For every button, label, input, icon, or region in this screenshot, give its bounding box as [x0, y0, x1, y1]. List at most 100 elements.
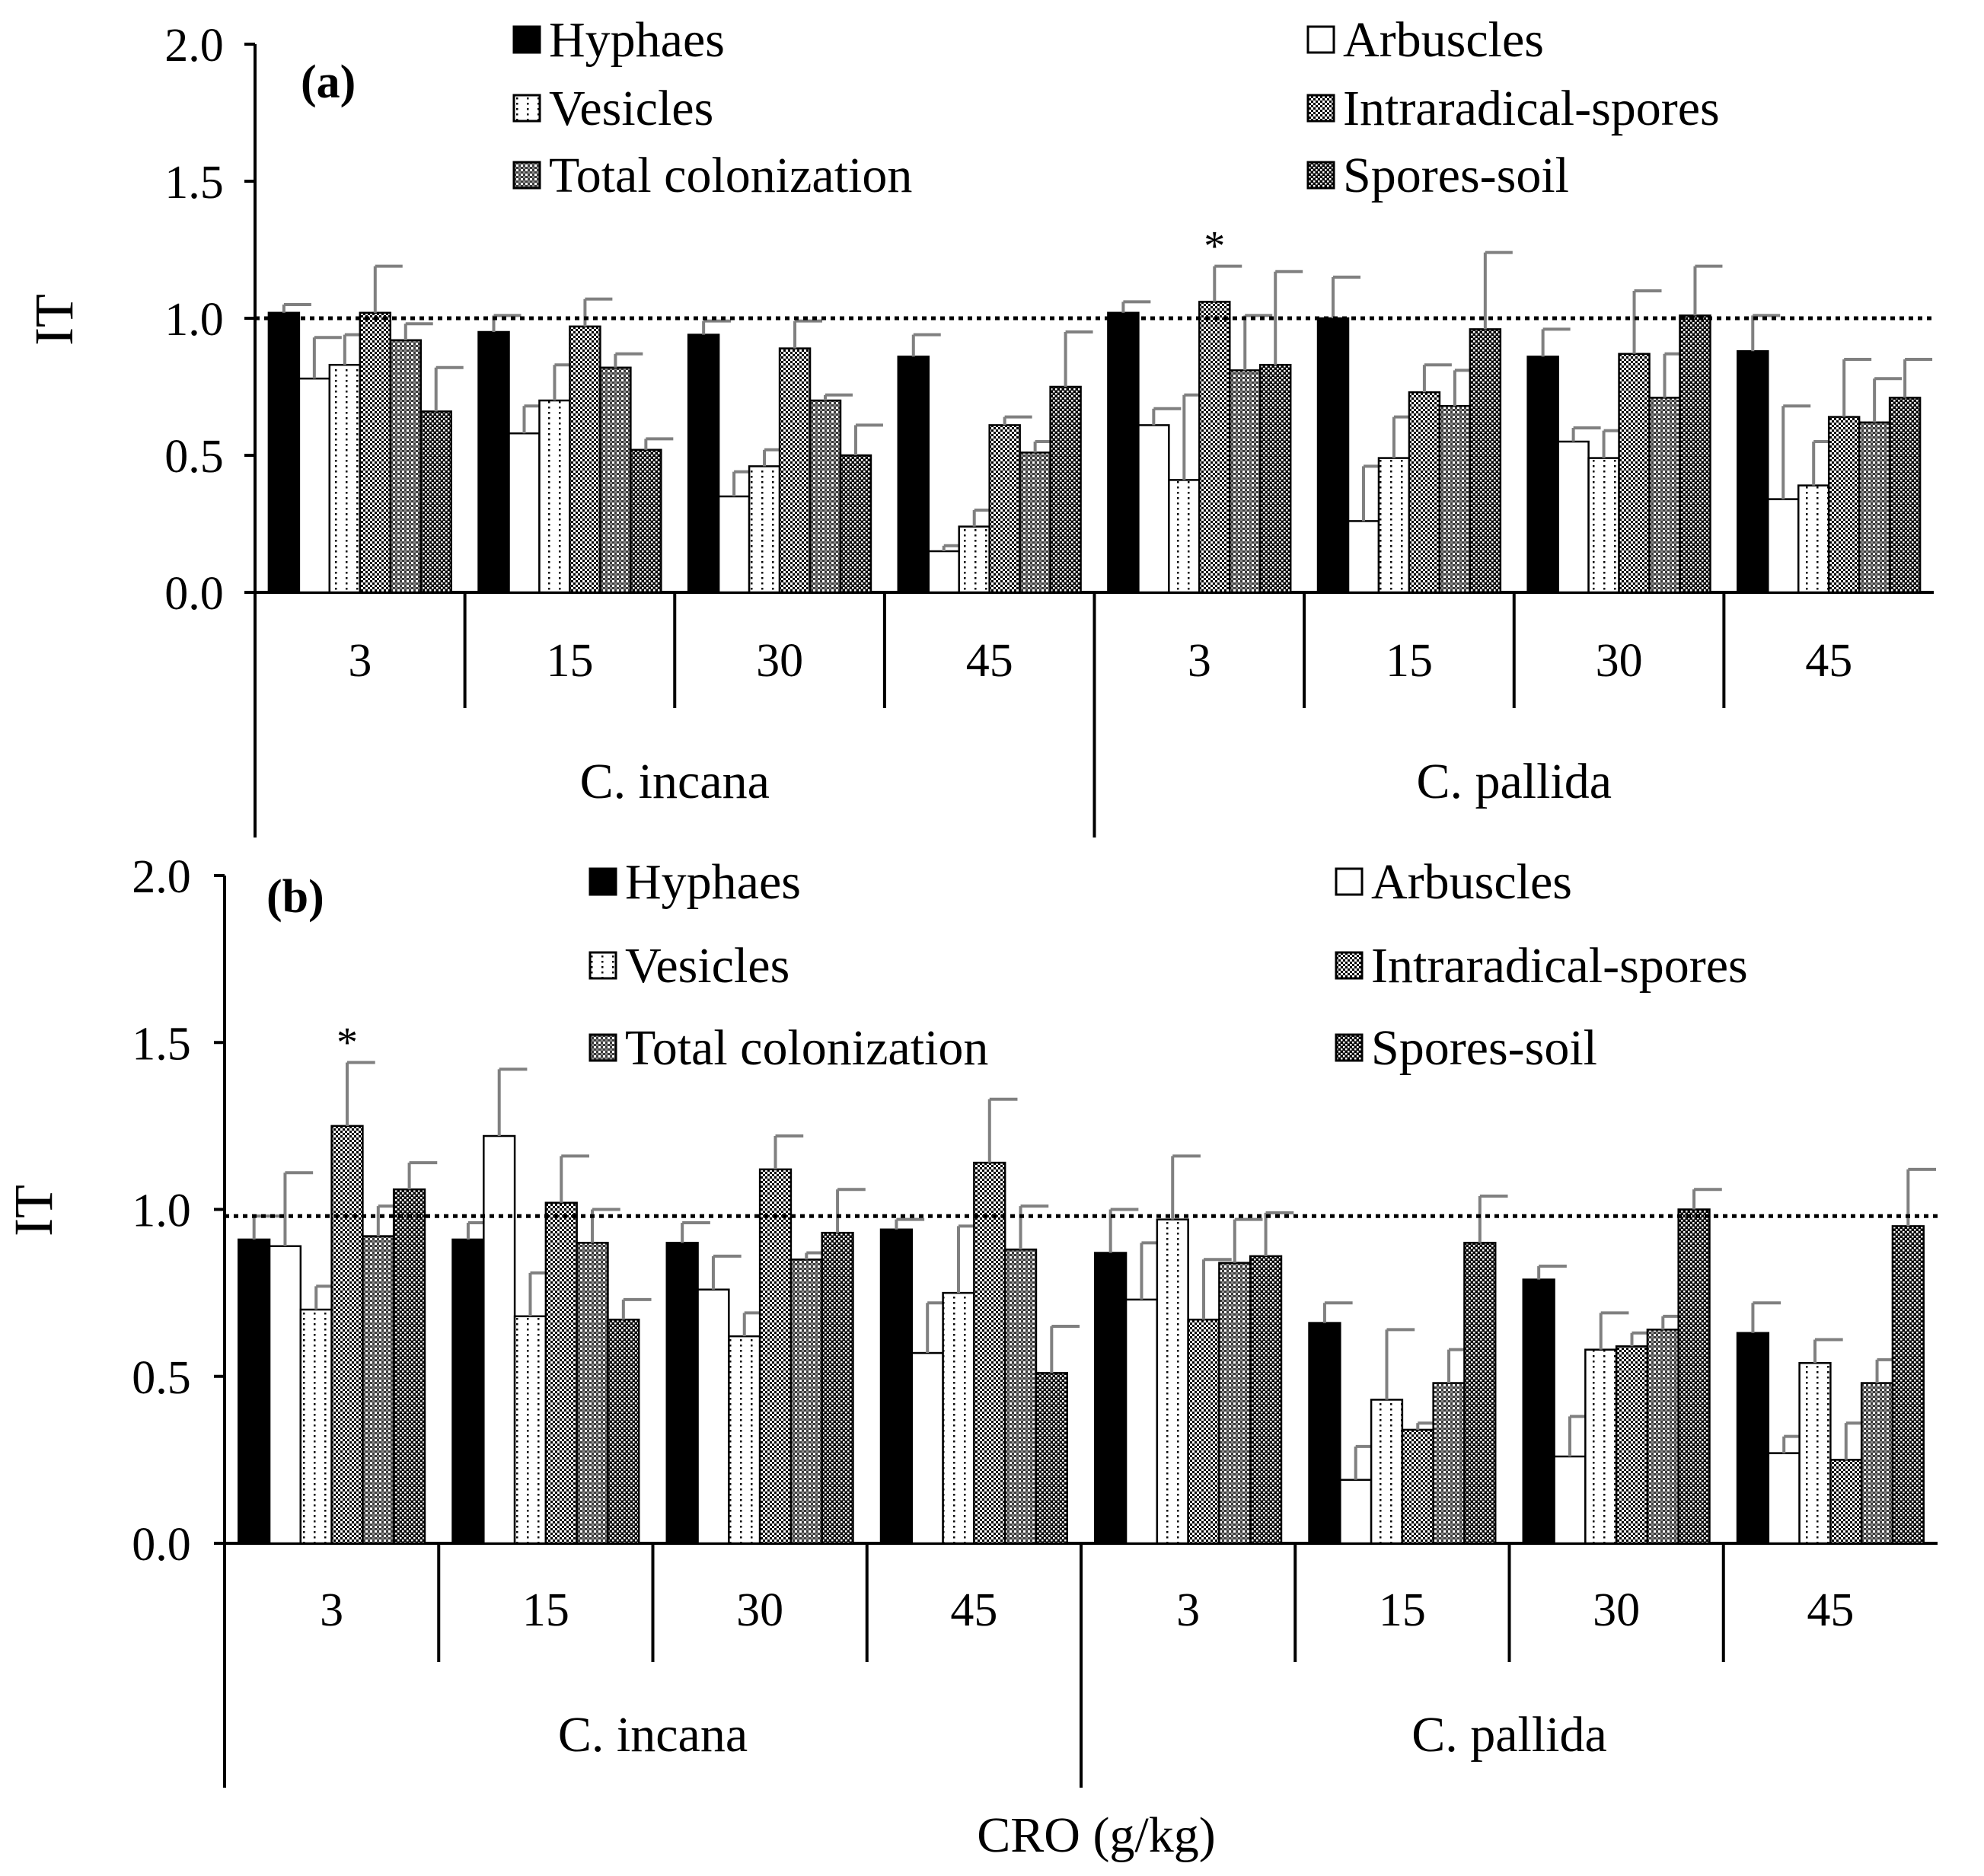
bar-arbuscles	[483, 1134, 516, 1545]
bar-arbuscles	[1767, 498, 1800, 594]
bar-spores-soil	[1469, 328, 1502, 594]
bar-total-colonization	[389, 339, 422, 594]
y-axis-label: IT	[3, 1185, 64, 1236]
bar-hyphaes	[879, 1228, 914, 1545]
bar-vesicles	[1798, 1361, 1832, 1545]
bar-hyphaes	[267, 311, 301, 594]
bar-vesicles	[1168, 479, 1201, 594]
x-tick-label: 15	[522, 1584, 569, 1636]
bar-total-colonization	[809, 399, 842, 594]
x-tick-label: 30	[756, 635, 803, 687]
bar-total-colonization	[789, 1259, 823, 1545]
bar-arbuscles	[1124, 1298, 1159, 1545]
y-tick-label: 1.0	[164, 294, 224, 346]
bar-hyphaes	[1737, 349, 1769, 594]
bar-arbuscles	[1557, 440, 1590, 594]
bar-hyphaes	[897, 356, 930, 594]
bar-spores-soil	[1891, 1225, 1925, 1545]
bar-hyphaes	[1526, 356, 1559, 594]
legend-label-hyphaes: Hyphaes	[549, 12, 725, 68]
legend-swatch-intraradical-spores	[1306, 94, 1335, 123]
legend-swatch-arbuscles	[1306, 25, 1335, 54]
bar-arbuscles	[911, 1351, 944, 1545]
significance-marker: *	[337, 1019, 358, 1067]
bar-spores-soil	[607, 1318, 640, 1545]
bar-arbuscles	[298, 377, 331, 594]
bar-hyphaes	[1107, 311, 1140, 594]
legend-swatch-hyphaes	[512, 25, 541, 54]
y-tick-label: 2.0	[164, 20, 224, 72]
bar-intraradical-spores	[988, 424, 1021, 594]
x-tick-label: 3	[320, 1584, 343, 1636]
y-tick-label: 1.5	[164, 157, 224, 209]
bar-spores-soil	[1049, 385, 1082, 594]
bar-spores-soil	[419, 410, 452, 594]
bar-arbuscles	[927, 550, 960, 594]
panel-label: (a)	[301, 56, 356, 108]
bar-arbuscles	[717, 495, 751, 594]
bar-vesicles	[299, 1308, 333, 1545]
bar-hyphaes	[451, 1238, 485, 1545]
bar-hyphaes	[687, 333, 720, 594]
legend-swatch-total-colonization	[512, 161, 541, 190]
bar-arbuscles	[1137, 424, 1170, 594]
bar-spores-soil	[1463, 1242, 1497, 1545]
y-tick-label: 2.0	[132, 851, 191, 903]
legend-swatch-hyphaes	[589, 867, 617, 896]
bar-total-colonization	[1229, 369, 1262, 594]
bar-total-colonization	[362, 1235, 395, 1545]
legend-swatch-spores-soil	[1335, 1033, 1364, 1062]
bar-hyphaes	[665, 1242, 699, 1545]
bar-arbuscles	[1767, 1452, 1801, 1545]
group-label: C. pallida	[1411, 1707, 1607, 1763]
bar-vesicles	[538, 399, 571, 594]
y-tick-label: 0.5	[164, 431, 224, 483]
bar-spores-soil	[392, 1188, 426, 1545]
bar-vesicles	[1377, 457, 1411, 594]
y-tick-label: 1.0	[132, 1185, 191, 1237]
y-tick-label: 0.0	[132, 1519, 191, 1571]
bar-intraradical-spores	[1187, 1318, 1220, 1545]
legend-label-hyphaes: Hyphaes	[625, 854, 801, 910]
bar-hyphaes	[477, 330, 510, 594]
bar-vesicles	[728, 1335, 761, 1545]
bar-vesicles	[958, 525, 990, 594]
bar-intraradical-spores	[1401, 1428, 1434, 1545]
x-tick-label: 45	[1805, 635, 1852, 687]
x-tick-label: 30	[736, 1584, 783, 1636]
x-tick-label: 3	[1188, 635, 1211, 687]
x-axis-label: CRO (g/kg)	[977, 1807, 1216, 1863]
legend-label-vesicles: Vesicles	[625, 938, 789, 994]
bar-intraradical-spores	[1829, 1459, 1863, 1545]
x-tick-label: 45	[966, 635, 1013, 687]
bar-intraradical-spores	[1618, 353, 1651, 594]
bar-hyphaes	[238, 1238, 271, 1545]
panel-a: 0.0 0.5 1.0 1.5 2.0 IT (a) 3 15 30 45 3 15 30 45 C. inc…	[24, 12, 1934, 838]
bar-intraradical-spores	[758, 1168, 793, 1545]
x-tick-label: 3	[1176, 1584, 1200, 1636]
x-tick-label: 3	[348, 635, 372, 687]
bar-intraradical-spores	[1827, 416, 1861, 594]
y-tick-label: 1.5	[132, 1018, 191, 1070]
legend-label-intraradical-spores: Intraradical-spores	[1371, 938, 1748, 994]
bar-vesicles	[942, 1291, 975, 1545]
bar-intraradical-spores	[1408, 391, 1441, 594]
bar-spores-soil	[1258, 363, 1292, 594]
bar-hyphaes	[1308, 1322, 1341, 1545]
bar-total-colonization	[1019, 451, 1051, 594]
bar-total-colonization	[1432, 1382, 1466, 1545]
bar-vesicles	[328, 363, 362, 594]
bar-hyphaes	[1522, 1278, 1555, 1545]
bar-arbuscles	[268, 1245, 302, 1545]
bar-intraradical-spores	[1615, 1345, 1649, 1545]
bar-intraradical-spores	[1198, 301, 1231, 594]
legend-label-total-colonization: Total colonization	[625, 1020, 988, 1076]
bar-spores-soil	[630, 448, 662, 594]
x-tick-label: 30	[1596, 635, 1643, 687]
bar-total-colonization	[1646, 1329, 1679, 1545]
bar-total-colonization	[1860, 1382, 1894, 1545]
bar-vesicles	[1797, 484, 1830, 594]
bar-spores-soil	[1249, 1255, 1283, 1545]
panel-label: (b)	[266, 871, 324, 923]
